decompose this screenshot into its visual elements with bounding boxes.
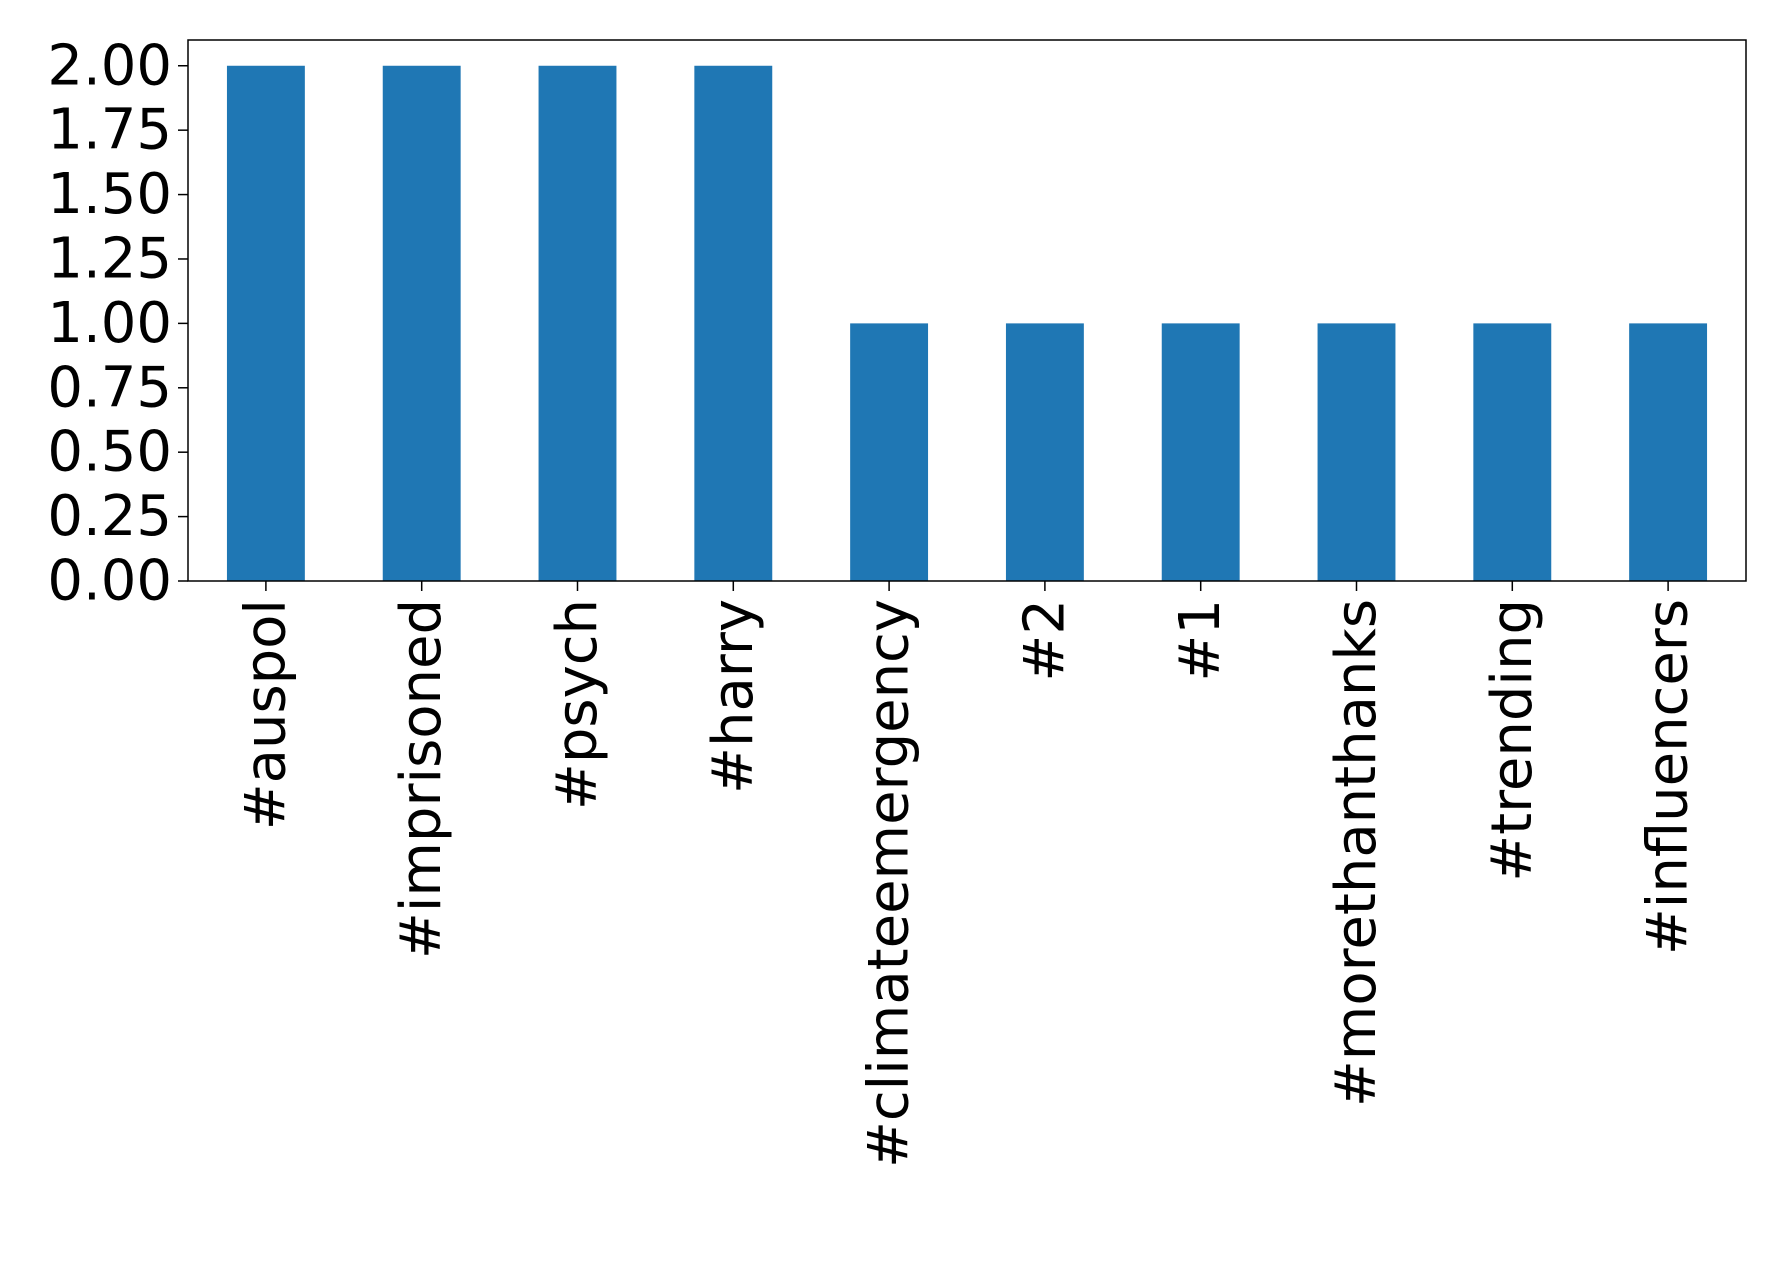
bar-5 <box>1005 323 1084 581</box>
bars-layer <box>226 65 1708 581</box>
bar-7 <box>1317 323 1396 581</box>
plot-frame <box>187 39 1747 582</box>
y-tick-label-8: 2.00 <box>47 33 172 98</box>
bar-0 <box>226 65 305 581</box>
bar-1 <box>382 65 461 581</box>
y-tick-label-2: 0.50 <box>47 420 172 485</box>
y-tick-label-6: 1.50 <box>47 162 172 227</box>
bar-8 <box>1473 323 1552 581</box>
x-tick-label-0: #auspol <box>233 599 298 830</box>
x-tick-label-4: #climateemergency <box>857 599 922 1168</box>
y-tick-label-1: 0.25 <box>47 484 172 549</box>
x-tick-label-7: #morethanthanks <box>1324 599 1389 1107</box>
bar-9 <box>1629 323 1708 581</box>
y-tick-label-5: 1.25 <box>47 226 172 291</box>
bar-3 <box>694 65 773 581</box>
x-tick-label-6: #1 <box>1168 599 1233 682</box>
bar-6 <box>1161 323 1240 581</box>
x-tick-label-9: #influencers <box>1636 599 1701 955</box>
x-tick-label-5: #2 <box>1012 599 1077 682</box>
y-axis: 0.000.250.500.751.001.251.501.752.00 <box>47 33 188 614</box>
y-tick-label-0: 0.00 <box>47 549 172 614</box>
x-tick-label-2: #psych <box>545 599 610 810</box>
x-tick-label-1: #imprisoned <box>389 599 454 959</box>
bar-2 <box>538 65 617 581</box>
y-tick-label-4: 1.00 <box>47 291 172 356</box>
bar-4 <box>850 323 929 581</box>
x-axis: #auspol #imprisoned #psych #harry #climateem… <box>233 581 1701 1168</box>
x-tick-label-8: #trending <box>1480 599 1545 882</box>
x-tick-label-3: #harry <box>701 599 766 794</box>
y-tick-label-3: 0.75 <box>47 355 172 420</box>
y-tick-label-7: 1.75 <box>47 98 172 163</box>
